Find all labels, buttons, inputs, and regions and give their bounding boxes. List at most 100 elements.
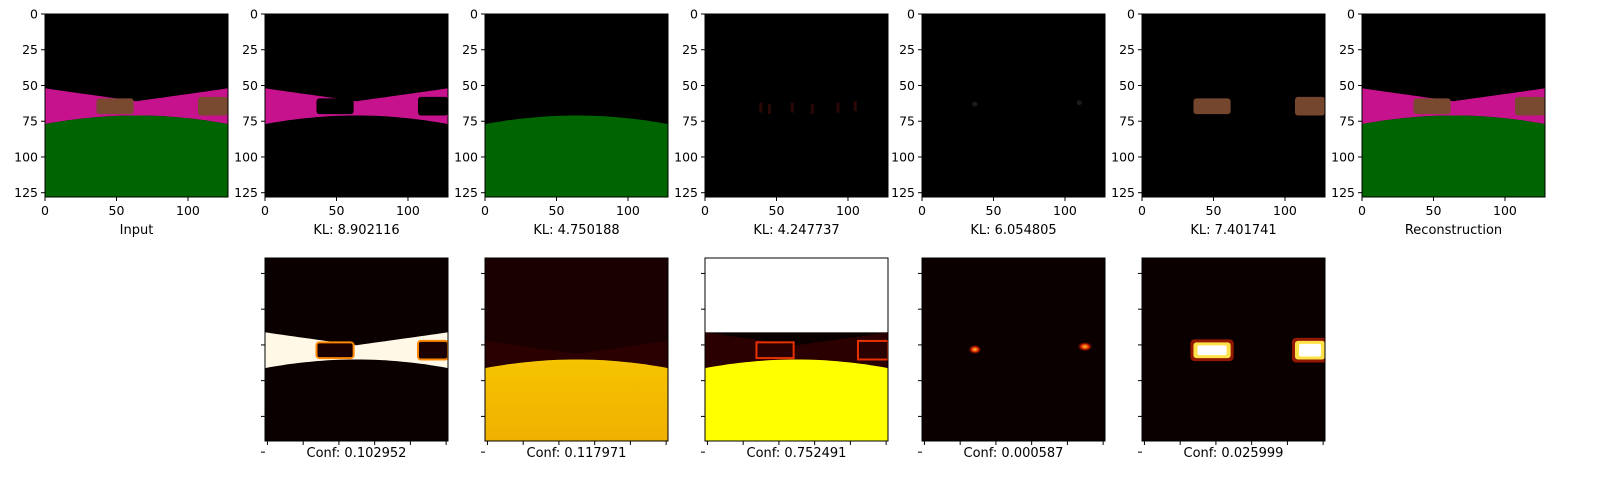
x-tick-label: 50 (1426, 203, 1442, 218)
panel-image (1142, 14, 1325, 197)
axes-frame (921, 257, 1106, 442)
y-tick-label: 125 (674, 185, 698, 200)
y-tick-label: 75 (1119, 114, 1135, 129)
panel-image (1362, 14, 1545, 197)
x-tick-label: 0 (701, 203, 709, 218)
y-tick-label: 25 (22, 42, 38, 57)
y-tick-label: 50 (242, 78, 258, 93)
car-2 (197, 96, 228, 116)
axes-frame (1141, 13, 1326, 198)
car-edge-1 (315, 341, 355, 360)
x-tick-label: 100 (616, 203, 640, 218)
faint-spot-0 (972, 101, 978, 107)
y-tick-label: 50 (1339, 78, 1355, 93)
axis-label: Reconstruction (1405, 223, 1502, 238)
y-tick-label: 125 (1111, 185, 1135, 200)
grass-bright (705, 359, 888, 441)
y-tick-label: 0 (470, 7, 478, 22)
grass-region (45, 115, 228, 197)
image-background (1142, 14, 1325, 197)
y-tick-label: 75 (899, 114, 915, 129)
axes-frame (704, 13, 889, 198)
axes-frame (44, 13, 229, 198)
axes-frame (921, 13, 1106, 198)
y-tick-label: 100 (14, 149, 38, 164)
sky-mask (705, 258, 888, 333)
car-edge-2 (416, 339, 448, 361)
hot-spot-1 (967, 344, 982, 355)
axes-frame (704, 257, 889, 442)
y-tick-label: 25 (682, 42, 698, 57)
x-tick-label: 50 (109, 203, 125, 218)
x-tick-label: 50 (986, 203, 1002, 218)
axis-label: KL: 7.401741 (1190, 223, 1276, 238)
x-tick-label: 0 (41, 203, 49, 218)
panel-heatmap (922, 258, 1105, 441)
y-tick-label: 50 (22, 78, 38, 93)
y-tick-label: 75 (242, 114, 258, 129)
y-tick-label: 0 (30, 7, 38, 22)
car-edge-2 (856, 339, 888, 361)
x-tick-label: 50 (769, 203, 785, 218)
x-tick-label: 0 (1138, 203, 1146, 218)
car-2 (417, 96, 448, 116)
panel-image (922, 14, 1105, 197)
axis-label: KL: 8.902116 (313, 223, 399, 238)
y-tick-label: 100 (234, 149, 258, 164)
car-edge-1 (755, 341, 795, 360)
road-mask (265, 332, 448, 369)
panel-heatmap (705, 258, 888, 441)
panel-image (485, 14, 668, 197)
road-dark (705, 332, 888, 369)
y-tick-label: 100 (891, 149, 915, 164)
y-tick-label: 25 (1119, 42, 1135, 57)
image-background (705, 14, 888, 197)
panel-bottom-2: Conf: 0.117971 (481, 257, 669, 461)
y-tick-label: 0 (1127, 7, 1135, 22)
car-1 (1413, 98, 1451, 115)
image-background (922, 14, 1105, 197)
panel-heatmap (1142, 258, 1325, 441)
car-1 (316, 342, 354, 359)
road-region (265, 88, 448, 125)
road-region (45, 88, 228, 125)
car-2 (1294, 96, 1325, 116)
car-2 (1514, 96, 1545, 116)
axis-label: Conf: 0.102952 (307, 446, 407, 461)
x-tick-label: 0 (918, 203, 926, 218)
y-tick-label: 50 (462, 78, 478, 93)
panel-bottom-3: Conf: 0.752491 (701, 257, 889, 461)
axes-frame (264, 13, 449, 198)
axis-label: Conf: 0.117971 (527, 446, 627, 461)
y-tick-label: 125 (14, 185, 38, 200)
panel-bottom-5: Conf: 0.025999 (1138, 257, 1326, 461)
y-tick-label: 25 (242, 42, 258, 57)
y-tick-label: 50 (682, 78, 698, 93)
x-tick-label: 100 (1493, 203, 1517, 218)
axes-frame (264, 257, 449, 442)
y-tick-label: 100 (1111, 149, 1135, 164)
y-tick-label: 75 (682, 114, 698, 129)
car-1 (96, 98, 134, 115)
faint-spot-1 (1076, 100, 1082, 106)
x-tick-label: 50 (329, 203, 345, 218)
road-dark (485, 340, 668, 369)
x-tick-label: 100 (1273, 203, 1297, 218)
y-tick-label: 125 (891, 185, 915, 200)
x-tick-label: 100 (836, 203, 860, 218)
y-tick-label: 75 (22, 114, 38, 129)
y-tick-label: 0 (690, 7, 698, 22)
y-tick-label: 125 (454, 185, 478, 200)
x-tick-label: 100 (396, 203, 420, 218)
panel-bottom-1: Conf: 0.102952 (261, 257, 449, 461)
y-tick-label: 50 (899, 78, 915, 93)
y-tick-label: 0 (907, 7, 915, 22)
axis-label: KL: 6.054805 (970, 223, 1056, 238)
car-core-2 (1298, 343, 1321, 357)
